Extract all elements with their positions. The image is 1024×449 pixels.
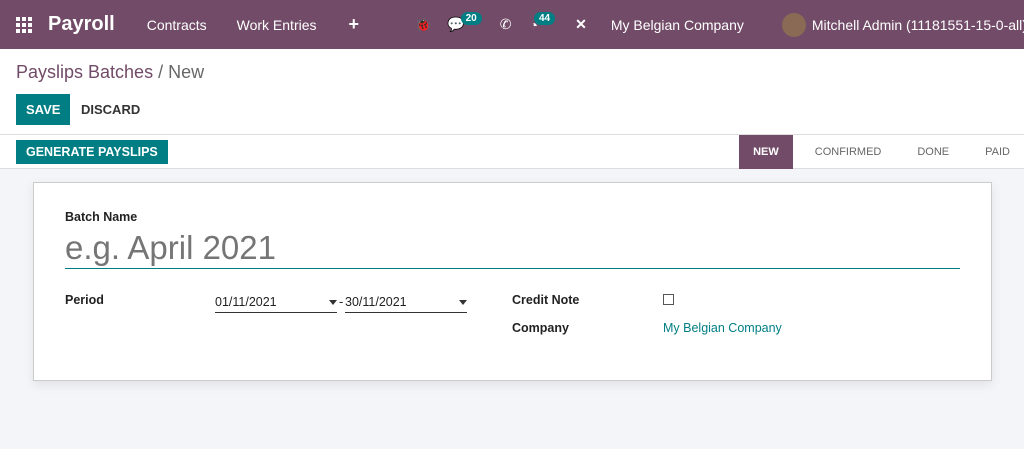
- credit-note-checkbox[interactable]: [663, 294, 674, 305]
- app-name[interactable]: Payroll: [48, 13, 115, 35]
- activity-count-badge: 44: [533, 12, 556, 25]
- user-menu[interactable]: Mitchell Admin (11181551-15-0-all): [811, 16, 1024, 33]
- top-navbar: Payroll Contracts Work Entries + 🐞 💬 20 ✆…: [0, 0, 1024, 49]
- chat-count-badge: 20: [460, 12, 482, 25]
- date-to-input[interactable]: 30/11/2021: [345, 291, 467, 313]
- date-separator: -: [339, 294, 344, 309]
- avatar[interactable]: [781, 12, 806, 37]
- date-from-input[interactable]: 01/11/2021: [215, 291, 337, 313]
- generate-payslips-button[interactable]: GENERATE PAYSLIPS: [16, 140, 168, 164]
- plus-menu-icon[interactable]: +: [348, 14, 360, 34]
- bug-icon[interactable]: 🐞: [415, 16, 432, 32]
- apps-menu-icon[interactable]: [16, 16, 32, 33]
- save-button[interactable]: SAVE: [16, 94, 71, 125]
- company-link[interactable]: My Belgian Company: [663, 321, 782, 335]
- breadcrumb-parent[interactable]: Payslips Batches: [16, 62, 154, 82]
- chat-icon[interactable]: 💬: [447, 16, 465, 32]
- menu-work-entries[interactable]: Work Entries: [236, 16, 317, 33]
- status-done[interactable]: DONE: [917, 146, 950, 158]
- menu-contracts[interactable]: Contracts: [146, 16, 207, 33]
- credit-note-label: Credit Note: [512, 293, 580, 307]
- company-label: Company: [512, 321, 569, 335]
- activity-clock-icon[interactable]: ◔: [529, 16, 538, 33]
- breadcrumb: Payslips Batches / New: [16, 62, 204, 83]
- status-new[interactable]: NEW: [739, 135, 793, 169]
- form-statusbar: GENERATE PAYSLIPS NEW CONFIRMED DONE PAI…: [0, 135, 1024, 169]
- form-sheet: Batch Name Period 01/11/2021 - 30/11/202…: [33, 182, 992, 381]
- company-switcher[interactable]: My Belgian Company: [610, 16, 744, 33]
- discard-button[interactable]: DISCARD: [81, 102, 141, 117]
- status-confirmed[interactable]: CONFIRMED: [814, 146, 882, 158]
- breadcrumb-current: / New: [153, 62, 205, 82]
- batch-name-input[interactable]: [65, 228, 960, 269]
- control-panel: Payslips Batches / New SAVE DISCARD: [0, 49, 1024, 135]
- status-paid[interactable]: PAID: [985, 146, 1010, 158]
- phone-icon[interactable]: ✆: [499, 16, 512, 32]
- period-label: Period: [65, 293, 104, 307]
- tools-icon[interactable]: ✕: [575, 16, 587, 32]
- batch-name-label: Batch Name: [65, 210, 138, 224]
